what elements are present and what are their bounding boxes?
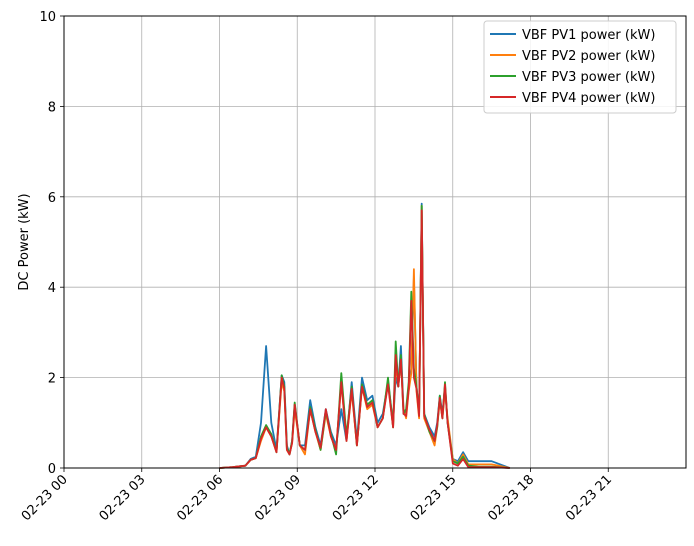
legend-label-pv1: VBF PV1 power (kW) (522, 28, 655, 43)
y-tick-label: 2 (48, 372, 56, 387)
legend-box (483, 20, 677, 114)
series-lines (219, 202, 511, 469)
y-axis-label: DC Power (kW) (17, 193, 32, 290)
legend-label-pv3: VBF PV3 power (kW) (522, 70, 655, 85)
series-line-pv4 (219, 209, 510, 469)
y-tick-label: 4 (48, 281, 56, 296)
y-tick-label: 6 (48, 191, 56, 206)
legend-label-pv2: VBF PV2 power (kW) (522, 49, 655, 64)
grid (63, 15, 686, 469)
legend: VBF PV1 power (kW) VBF PV2 power (kW) VBF … (483, 20, 677, 114)
y-tick-label: 8 (48, 100, 56, 115)
y-tick-label: 0 (48, 462, 56, 477)
y-tick-label: 10 (39, 10, 56, 25)
legend-label-pv4: VBF PV4 power (kW) (522, 91, 655, 106)
